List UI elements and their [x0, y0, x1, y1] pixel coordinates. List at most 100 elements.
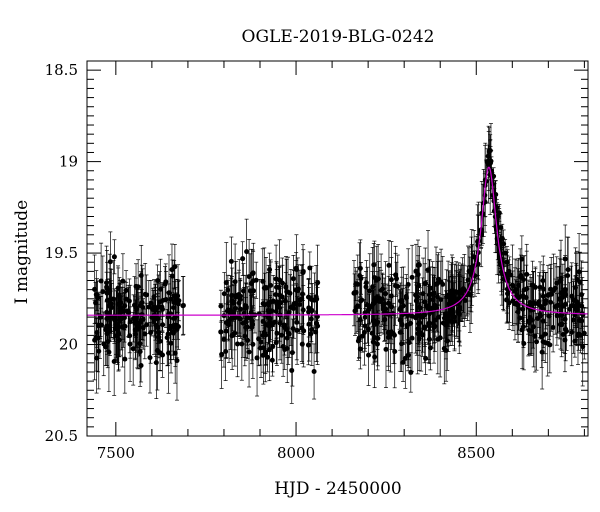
data-point — [398, 291, 404, 324]
data-point — [574, 250, 580, 309]
data-point — [435, 252, 441, 307]
data-point — [393, 245, 399, 326]
data-point — [151, 290, 157, 324]
data-marker — [172, 264, 178, 270]
data-point — [307, 251, 313, 285]
data-marker — [554, 280, 560, 286]
data-marker — [272, 319, 278, 325]
data-marker — [287, 290, 293, 296]
data-marker — [265, 308, 271, 314]
data-marker — [389, 304, 395, 310]
data-marker — [531, 300, 537, 306]
data-marker — [520, 324, 526, 330]
data-marker — [408, 320, 414, 326]
model-layer — [87, 166, 588, 316]
data-point — [101, 311, 107, 377]
data-point — [146, 280, 152, 334]
data-marker — [171, 293, 177, 299]
data-marker — [539, 349, 545, 355]
data-marker — [101, 341, 107, 347]
data-point — [110, 260, 116, 338]
data-marker — [562, 337, 568, 343]
data-point — [111, 239, 117, 275]
data-point — [280, 316, 286, 377]
data-point — [249, 281, 255, 361]
data-marker — [169, 273, 175, 279]
data-marker — [471, 254, 477, 260]
data-marker — [106, 303, 112, 309]
data-marker — [313, 294, 319, 300]
data-marker — [491, 173, 497, 179]
data-point — [228, 236, 234, 287]
data-marker — [107, 288, 113, 294]
data-marker — [299, 291, 305, 297]
data-point — [392, 314, 398, 389]
data-marker — [545, 292, 551, 298]
data-point — [504, 251, 510, 273]
data-marker — [269, 357, 275, 363]
data-marker — [393, 283, 399, 289]
data-point — [164, 309, 170, 367]
data-marker — [408, 369, 414, 375]
x-tick-label: 7500 — [97, 444, 135, 462]
data-point — [244, 218, 250, 285]
data-layer — [92, 123, 587, 404]
data-marker — [445, 292, 451, 298]
data-marker — [127, 319, 133, 325]
data-point — [240, 241, 246, 276]
data-marker — [521, 277, 527, 283]
data-marker — [369, 330, 375, 336]
data-point — [420, 257, 426, 330]
data-point — [180, 276, 186, 335]
data-point — [526, 301, 532, 344]
data-marker — [465, 277, 471, 283]
data-point — [291, 269, 297, 339]
data-point — [233, 272, 239, 319]
data-point — [524, 243, 530, 305]
data-marker — [370, 284, 376, 290]
data-marker — [115, 329, 121, 335]
data-point — [506, 259, 512, 284]
data-point — [172, 244, 178, 290]
data-marker — [97, 314, 103, 320]
data-marker — [440, 320, 446, 326]
data-marker — [285, 330, 291, 336]
data-point — [308, 314, 314, 354]
data-marker — [256, 336, 262, 342]
data-point — [276, 267, 282, 348]
data-marker — [548, 299, 554, 305]
data-marker — [290, 305, 296, 311]
data-marker — [289, 350, 295, 356]
data-marker — [425, 267, 431, 273]
data-point — [306, 278, 312, 338]
data-point — [542, 272, 548, 335]
data-marker — [111, 254, 117, 260]
data-point — [122, 324, 128, 394]
data-marker — [420, 291, 426, 297]
data-marker — [107, 259, 113, 265]
data-point — [111, 327, 117, 396]
data-marker — [260, 301, 266, 307]
data-point — [235, 310, 241, 378]
data-point — [260, 281, 266, 326]
data-marker — [299, 341, 305, 347]
data-point — [554, 256, 560, 310]
data-marker — [115, 301, 121, 307]
data-marker — [261, 285, 267, 291]
data-marker — [301, 328, 307, 334]
data-marker — [245, 315, 251, 321]
data-marker — [134, 325, 140, 331]
data-marker — [415, 331, 421, 337]
data-point — [426, 284, 432, 364]
data-marker — [291, 301, 297, 307]
data-point — [361, 299, 367, 366]
data-marker — [153, 360, 159, 366]
data-marker — [417, 320, 423, 326]
data-point — [162, 266, 168, 303]
data-marker — [279, 332, 285, 338]
data-marker — [569, 293, 575, 299]
data-marker — [568, 303, 574, 309]
data-point — [257, 330, 263, 366]
data-point — [106, 278, 112, 334]
data-marker — [133, 305, 139, 311]
